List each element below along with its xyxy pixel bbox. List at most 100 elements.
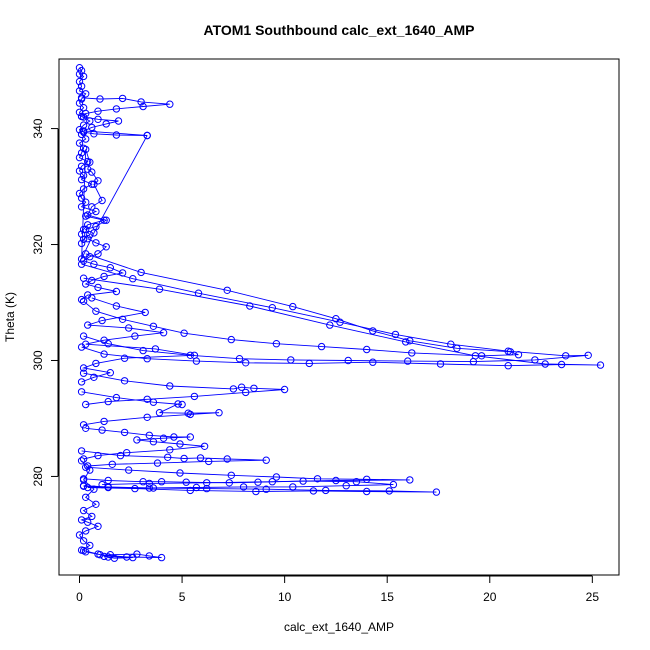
data-point [242,388,250,397]
data-point [118,315,127,323]
data-point [94,283,102,292]
data-point [190,392,199,401]
data-point [120,377,129,385]
data-point [82,145,90,154]
data-point [79,274,88,282]
data-point [262,485,270,493]
data-point [471,352,480,360]
data-point [79,537,88,545]
data-point [88,294,96,302]
data-point [151,345,160,353]
data-point [77,260,86,268]
data-point [79,476,88,484]
data-point [406,476,414,484]
data-point [77,230,86,238]
data-point [94,522,102,530]
data-point [88,512,96,521]
y-tick-label: 280 [31,466,45,486]
series-line [81,97,170,117]
data-point [326,321,334,329]
data-point [596,361,605,369]
series-10 [77,388,223,429]
data-point [145,552,154,560]
data-point [176,469,184,477]
series-5 [79,250,523,360]
data-point [82,493,90,501]
data-point [106,551,115,559]
data-point [447,340,455,348]
data-point [118,94,127,103]
data-point [79,121,88,129]
data-point [79,332,88,340]
series-line [81,277,601,367]
data-point [404,357,412,365]
data-point [98,196,106,205]
data-point [112,105,121,113]
data-point [75,189,84,198]
data-point [79,185,88,193]
data-point [84,211,92,219]
data-point [77,130,86,139]
series-16 [75,457,102,554]
series-line [81,297,195,383]
plot-area [75,64,605,562]
series-line [78,67,105,235]
data-point [77,82,86,90]
data-point [203,484,211,493]
data-point [79,369,88,377]
series-6 [77,260,592,366]
data-point [104,397,112,406]
data-point [235,355,244,363]
data-point [246,302,254,310]
data-point [186,433,195,441]
data-point [305,359,313,368]
data-point [84,462,92,470]
x-tick-label: 10 [278,590,292,604]
data-point [82,340,90,348]
data-point [227,335,236,344]
data-point [75,153,84,162]
data-point [299,477,307,485]
data-point [112,131,121,139]
data-point [369,327,377,335]
data-point [86,466,94,474]
data-point [289,302,297,311]
data-point [82,548,90,556]
data-point [391,330,400,339]
data-point [157,478,166,486]
data-point [557,360,566,369]
data-point [406,337,414,345]
data-point [112,287,121,296]
data-point [92,307,100,315]
data-point [280,385,289,394]
data-point [432,488,441,496]
y-tick-label: 320 [31,234,45,254]
data-point [100,350,108,358]
data-point [137,268,145,277]
data-point [262,456,270,464]
data-point [180,329,188,337]
data-point [90,373,98,381]
data-point [363,345,371,354]
data-point [79,113,88,121]
data-point [369,358,377,366]
data-point [174,400,182,408]
data-point [77,447,86,455]
data-point [86,541,94,550]
data-point [157,553,166,562]
series-line [83,116,148,136]
data-point [342,482,350,490]
data-point [106,264,115,272]
data-point [100,272,108,281]
data-point [584,351,592,359]
data-point [131,332,139,340]
data-point [145,431,154,439]
x-tick-label: 5 [179,590,186,604]
data-point [178,400,186,409]
data-point [77,378,86,386]
data-point [79,171,88,180]
data-point [77,295,86,304]
data-point [180,454,188,463]
data-point [227,471,236,479]
